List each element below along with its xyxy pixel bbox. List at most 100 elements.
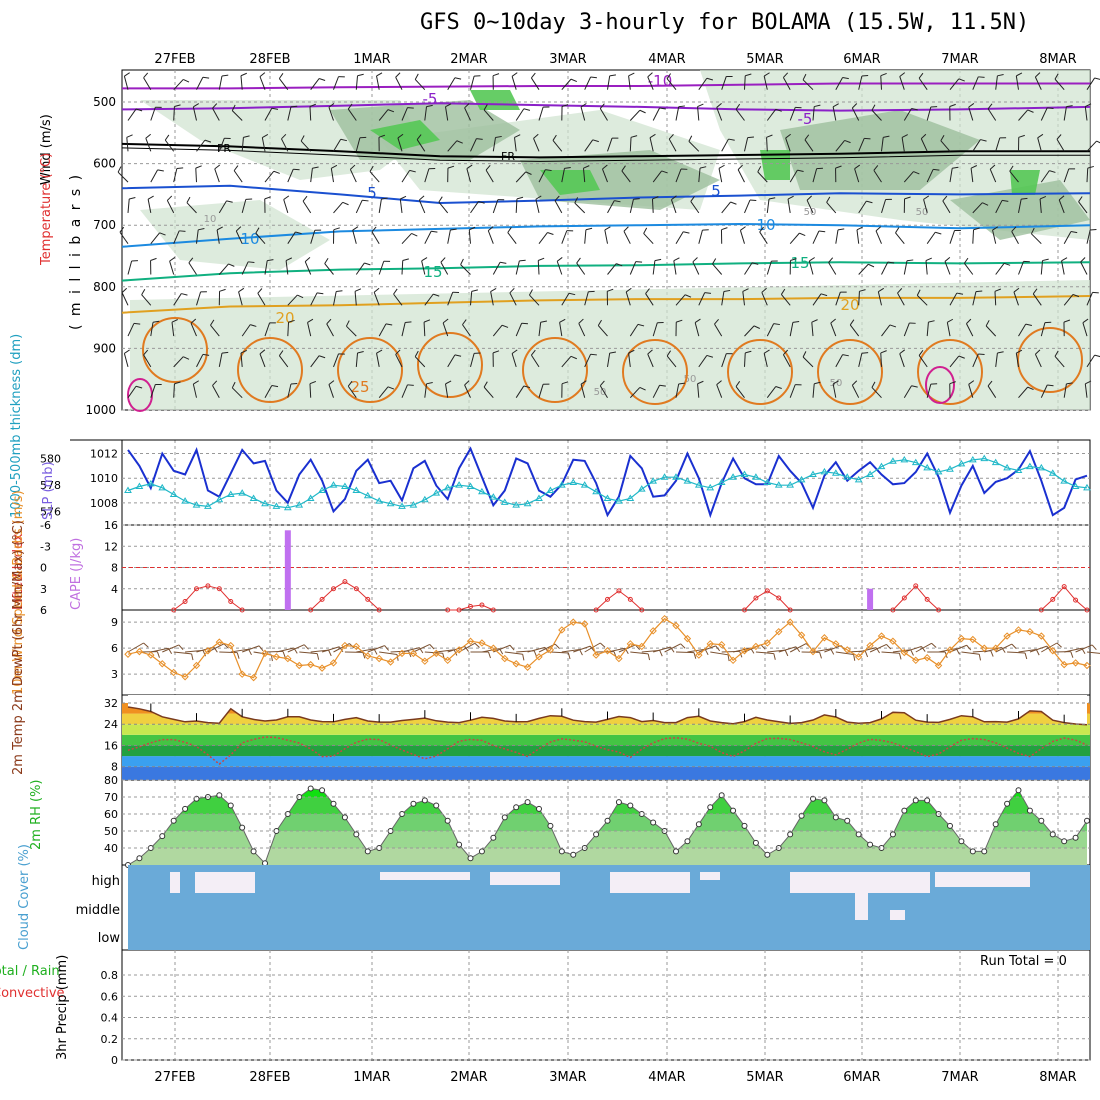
rh-point	[159, 833, 166, 840]
wind-barb	[742, 288, 749, 306]
wind-speed-marker	[877, 632, 886, 640]
wind-barb	[1034, 72, 1042, 90]
wind-speed-marker	[775, 627, 783, 636]
cloud-gap	[700, 872, 720, 880]
date-tick-bottom: 8MAR	[1039, 1070, 1076, 1085]
wind-barb	[515, 171, 532, 183]
wind-barb	[561, 381, 569, 398]
wind-barb	[127, 385, 143, 398]
rh-shading-high	[1010, 170, 1040, 195]
wind-barb	[716, 380, 723, 398]
wind-barb	[464, 380, 471, 398]
wind-barb	[698, 77, 714, 90]
wind-barb	[690, 196, 700, 214]
isotherm-25-loop	[237, 337, 303, 403]
cloud-label: Cloud Cover (%)	[17, 844, 32, 950]
wind-barb	[1013, 287, 1020, 306]
isotherm-label: -10	[648, 72, 673, 90]
wind10m-barb	[949, 644, 972, 653]
rh-point	[536, 805, 542, 812]
wind-barb	[629, 198, 640, 214]
thickness-marker	[877, 462, 886, 470]
wind-barb	[995, 199, 1009, 214]
rh-point	[707, 804, 714, 811]
wind-speed-marker	[295, 661, 303, 670]
wind-barb	[1009, 165, 1019, 183]
wind-barb	[897, 288, 905, 306]
wind-barb	[692, 257, 700, 275]
wind-barb	[333, 201, 349, 214]
thickness-marker	[295, 501, 304, 508]
pressure-tick: 900	[93, 341, 116, 355]
wind-speed-marker	[455, 646, 463, 654]
isotherm-25-loop	[417, 332, 483, 398]
wind-barb	[949, 166, 959, 183]
lifted-index-point	[490, 607, 496, 613]
precip-tick: 0.4	[101, 1012, 119, 1025]
wind-barb	[218, 351, 229, 367]
wind-barb	[1015, 349, 1023, 367]
lifted-index-line	[310, 581, 380, 611]
lifted-index-point	[1061, 584, 1067, 590]
thickness-marker	[946, 465, 954, 472]
wind-barb	[1018, 323, 1032, 337]
wind-barb	[561, 230, 574, 244]
wind-barb	[393, 288, 403, 306]
wind-barb	[744, 325, 761, 337]
wind-barb	[287, 382, 298, 398]
rh-point	[170, 817, 177, 824]
wind-barb	[1063, 382, 1073, 398]
lifted-index-point	[1073, 597, 1079, 603]
wind-barb	[401, 258, 409, 275]
thickness-marker	[329, 481, 338, 488]
wind-barb	[578, 318, 586, 337]
wind-barb	[851, 380, 860, 398]
wind-barb	[785, 133, 791, 152]
rh-tick: 40	[104, 842, 118, 855]
rh-point	[524, 799, 531, 806]
lifted-index-line	[595, 590, 643, 611]
wind-speed-marker	[889, 637, 897, 645]
wind-speed-marker	[672, 621, 680, 630]
slp-tick: 1008	[90, 497, 118, 510]
thickness-marker	[729, 473, 737, 480]
rh-shading-dark	[520, 150, 720, 210]
wind-barb	[287, 319, 295, 337]
cape-tick: 16	[104, 519, 118, 532]
wind-barb	[190, 318, 197, 337]
wind-barb	[812, 230, 826, 244]
cloud-gap	[170, 872, 180, 893]
cape-tick: 12	[104, 540, 118, 553]
wind10m-barb	[219, 651, 240, 659]
date-tick-bottom: 4MAR	[648, 1070, 685, 1085]
wind10m-barb	[995, 643, 1017, 653]
lifted-index-point	[1084, 607, 1090, 613]
wind-barb	[987, 380, 997, 398]
wind-barb	[447, 291, 460, 306]
thickness-marker	[352, 486, 361, 493]
wind-barb	[515, 385, 531, 398]
wind-barb	[561, 292, 576, 306]
wind-barb	[1018, 386, 1034, 399]
date-tick-top: 4MAR	[648, 52, 685, 67]
wind-barb	[309, 380, 317, 398]
wind-barb	[812, 167, 823, 183]
wind-barb	[143, 72, 152, 90]
isotherm-label: FR	[217, 142, 231, 155]
wind-barb	[218, 74, 229, 90]
thickness-marker	[398, 502, 406, 509]
wind-barb	[761, 287, 768, 306]
wind-barb	[763, 349, 770, 368]
thickness-marker	[409, 501, 418, 508]
thickness-marker	[923, 463, 932, 471]
wind-barb	[330, 164, 338, 183]
lifted-index-line	[1040, 585, 1088, 611]
rh-point	[444, 817, 451, 824]
wind-barb	[304, 257, 312, 275]
rh-point	[227, 802, 234, 809]
wind-speed-marker	[660, 614, 669, 623]
wind-barb	[349, 164, 357, 183]
rh-point	[467, 855, 474, 862]
isotherm-line	[121, 142, 1090, 159]
wind10m-barb	[287, 644, 309, 653]
